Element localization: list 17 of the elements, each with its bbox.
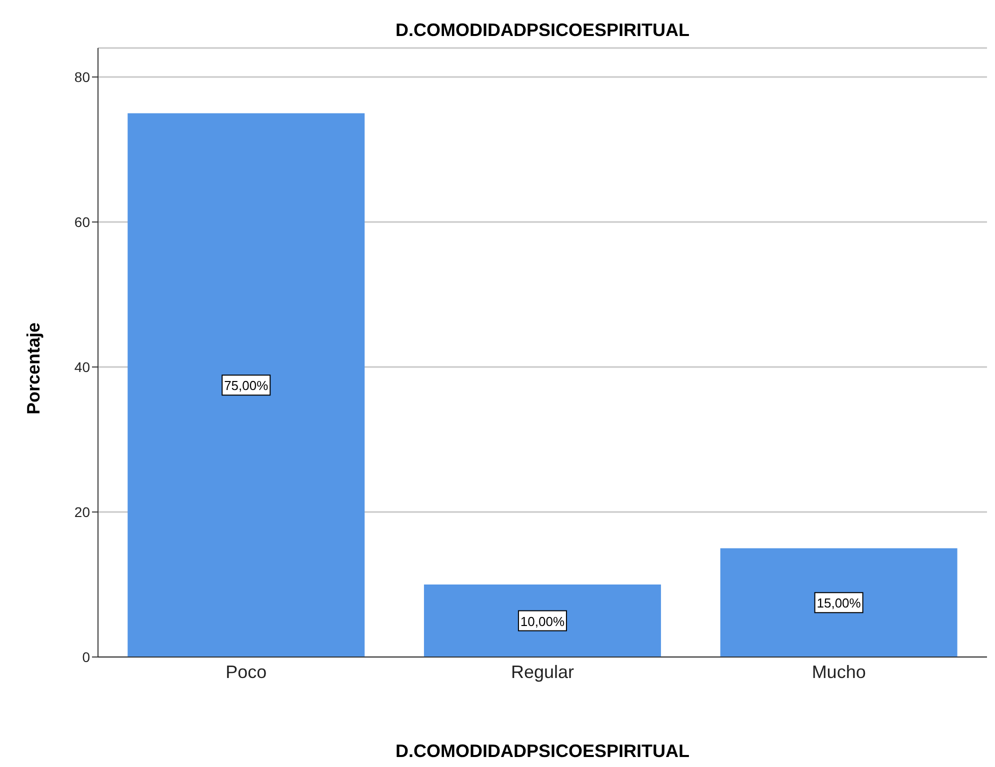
y-tick-label: 0 <box>82 648 90 665</box>
chart-title: D.COMODIDADPSICOESPIRITUAL <box>394 20 690 41</box>
data-label: 15,00% <box>816 596 862 611</box>
y-tick-label: 60 <box>74 214 90 230</box>
x-tick-label: Regular <box>510 662 574 682</box>
x-tick-label: Mucho <box>812 662 866 682</box>
y-axis-title: Porcentaje <box>24 321 44 417</box>
y-tick-label: 40 <box>74 358 90 375</box>
data-label: 75,00% <box>224 378 269 394</box>
x-tick-label: Poco <box>226 662 267 682</box>
bar <box>128 113 365 657</box>
bar <box>424 584 661 657</box>
y-tick-label: 80 <box>74 68 90 85</box>
x-axis-title: D.COMODIDADPSICOESPIRITUAL <box>394 741 690 762</box>
bar <box>720 548 958 657</box>
data-label: 10,00% <box>520 614 565 629</box>
y-tick-label: 20 <box>74 504 90 520</box>
